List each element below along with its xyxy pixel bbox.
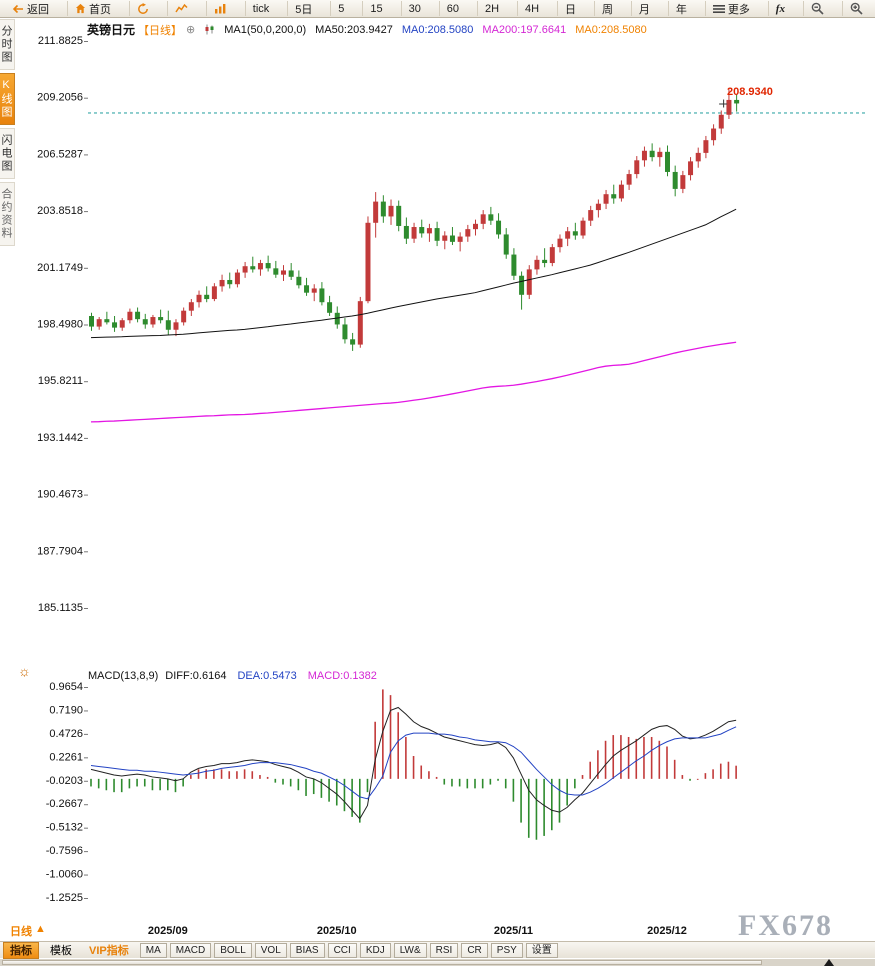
diff-value: DIFF:0.6164 bbox=[165, 670, 227, 682]
ma0-blue-value: MA0:208.5080 bbox=[401, 23, 474, 36]
ma-config: MA1(50,0,200,0) bbox=[224, 23, 307, 36]
sidebar-item-time-chart[interactable]: 分时图 bbox=[0, 19, 15, 70]
period-year[interactable]: 年 bbox=[667, 1, 694, 16]
ma50-value: MA50:203.9427 bbox=[315, 23, 393, 36]
indicator-button-kdj[interactable]: KDJ bbox=[359, 942, 391, 958]
fx-label: fx bbox=[775, 2, 785, 15]
indicator-button-设置[interactable]: 设置 bbox=[525, 942, 558, 958]
indicator-button-bias[interactable]: BIAS bbox=[289, 942, 325, 958]
refresh-icon bbox=[137, 2, 149, 15]
period-tag: 【日线】 bbox=[138, 24, 183, 37]
period-month[interactable]: 月 bbox=[630, 1, 657, 16]
formula-fx-button[interactable]: fx bbox=[767, 1, 792, 16]
last-price-label: 208.9340 bbox=[727, 86, 773, 98]
indicator-button-rsi[interactable]: RSI bbox=[429, 942, 459, 958]
up-triangle-icon: ▲ bbox=[35, 923, 46, 935]
macd-title: MACD(13,8,9) bbox=[88, 670, 159, 682]
period-day[interactable]: 日 bbox=[557, 1, 583, 16]
refresh-button[interactable] bbox=[128, 1, 156, 16]
period-4h[interactable]: 4H bbox=[517, 1, 546, 16]
home-label: 首页 bbox=[88, 3, 111, 16]
indicator-button-boll[interactable]: BOLL bbox=[214, 942, 252, 958]
bar-chart-icon bbox=[214, 3, 227, 14]
back-button[interactable]: 返回 bbox=[5, 1, 56, 16]
sidebar-item-kline-chart[interactable]: K线图 bbox=[0, 73, 15, 125]
ma0-orange-value: MA0:208.5080 bbox=[575, 23, 647, 36]
indicator-button-macd[interactable]: MACD bbox=[169, 942, 212, 958]
more-button[interactable]: 更多 bbox=[704, 1, 757, 16]
zoom-out-icon bbox=[811, 2, 824, 15]
indicator-button-group: MA MACD BOLL VOL BIAS CCI KDJ LW& RSI CR PSY 设置 bbox=[139, 942, 558, 958]
fx678-watermark: FX678 bbox=[738, 909, 833, 942]
zoom-in-icon bbox=[850, 2, 863, 15]
symbol-name: 英镑日元 bbox=[87, 23, 136, 37]
more-label: 更多 bbox=[727, 3, 750, 16]
period-2h[interactable]: 2H bbox=[476, 1, 506, 16]
indicator-button-cr[interactable]: CR bbox=[461, 942, 488, 958]
ma200-value: MA200:197.6641 bbox=[482, 23, 567, 36]
indicator-button-cci[interactable]: CCI bbox=[327, 942, 357, 958]
period-60[interactable]: 60 bbox=[438, 1, 466, 16]
top-toolbar: 返回 首页 tick 5日 5 15 30 60 2H 4H 日 周 月 年 更… bbox=[0, 0, 875, 18]
period-tick-button[interactable]: tick bbox=[244, 1, 277, 16]
tab-templates[interactable]: 模板 bbox=[50, 945, 72, 957]
back-label: 返回 bbox=[27, 3, 49, 16]
indicator-button-ma[interactable]: MA bbox=[139, 942, 167, 958]
horizontal-scrollbar[interactable] bbox=[0, 959, 875, 966]
period-15[interactable]: 15 bbox=[362, 1, 389, 16]
line-chart-button[interactable] bbox=[166, 1, 195, 16]
period-30[interactable]: 30 bbox=[400, 1, 428, 16]
current-period-label[interactable]: 日线 ▲ bbox=[10, 923, 46, 939]
scrollbar-up-triangle-icon[interactable] bbox=[824, 959, 834, 966]
menu-icon bbox=[712, 4, 725, 14]
period-text: 日线 bbox=[10, 926, 32, 938]
tick-label: tick bbox=[252, 2, 270, 15]
indicator-button-vol[interactable]: VOL bbox=[254, 942, 287, 958]
line-chart-icon bbox=[175, 3, 188, 14]
indicator-button-lw&[interactable]: LW& bbox=[393, 942, 427, 958]
period-5day-button[interactable]: 5日 bbox=[287, 1, 319, 16]
5day-label: 5日 bbox=[295, 3, 313, 16]
scrollbar-thumb[interactable] bbox=[2, 960, 762, 965]
back-arrow-icon bbox=[12, 4, 24, 14]
chart-header: 英镑日元 【日线】 ⊕ MA1(50,0,200,0) MA50:203.942… bbox=[87, 21, 647, 38]
period-week[interactable]: 周 bbox=[593, 1, 620, 16]
sidebar-item-lightning-chart[interactable]: 闪电图 bbox=[0, 128, 15, 179]
macd-header: MACD(13,8,9) DIFF:0.6164 DEA:0.5473 MACD… bbox=[88, 670, 377, 682]
mini-candle-icon bbox=[204, 24, 215, 35]
indicator-tabbar: 指标 模板 VIP指标 MA MACD BOLL VOL BIAS CCI KDJ LW& RS… bbox=[0, 941, 875, 959]
add-indicator-icon[interactable]: ⊕ bbox=[186, 24, 196, 36]
sidebar-item-contract-info[interactable]: 合约资料 bbox=[0, 182, 15, 246]
zoom-out-button[interactable] bbox=[802, 1, 831, 16]
indicator-button-psy[interactable]: PSY bbox=[490, 942, 523, 958]
period-5[interactable]: 5 bbox=[330, 1, 351, 16]
tab-vip-indicators[interactable]: VIP指标 bbox=[89, 945, 129, 957]
chart-type-sidebar: 分时图 K线图 闪电图 合约资料 bbox=[0, 19, 17, 246]
home-button[interactable]: 首页 bbox=[66, 1, 118, 16]
sun-icon[interactable]: ☼ bbox=[18, 663, 31, 679]
bar-chart-button[interactable] bbox=[205, 1, 234, 16]
zoom-in-button[interactable] bbox=[841, 1, 870, 16]
macd-value: MACD:0.1382 bbox=[307, 670, 377, 682]
home-icon bbox=[75, 3, 86, 14]
tab-indicators[interactable]: 指标 bbox=[3, 941, 39, 959]
dea-value: DEA:0.5473 bbox=[237, 670, 297, 682]
